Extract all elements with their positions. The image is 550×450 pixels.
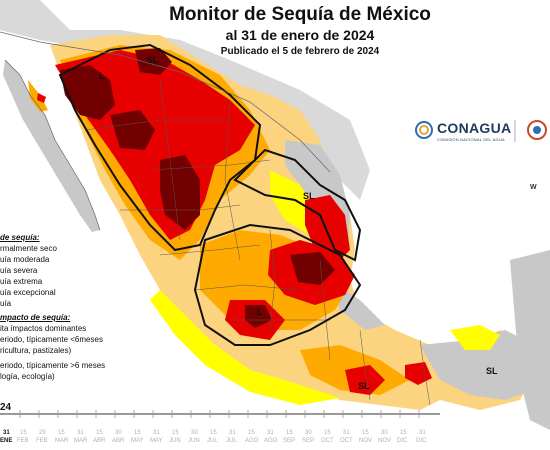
exceptional-central bbox=[290, 252, 335, 285]
timeline-year: 24 bbox=[0, 402, 12, 413]
legend-item: uía severa bbox=[0, 266, 38, 275]
timeline-month-label: NOV bbox=[378, 438, 392, 444]
region-label-1: L bbox=[99, 71, 105, 81]
region-label-4: L bbox=[257, 307, 263, 317]
exceptional-chihuahua bbox=[110, 110, 155, 150]
legend-impact-item: eriodo, típicamente <6meses bbox=[0, 335, 103, 344]
region-label-2: SL bbox=[147, 55, 159, 65]
timeline-day-label: 15 bbox=[248, 430, 255, 436]
legend-impact-item: logía, ecología) bbox=[0, 372, 55, 381]
timeline-month-label: NOV bbox=[359, 438, 373, 444]
timeline-month-label: JUL bbox=[226, 438, 237, 444]
timeline-month-label: MAY bbox=[150, 438, 163, 444]
conagua-logo-text: CONAGUA bbox=[437, 120, 512, 136]
conagua-logo bbox=[415, 120, 547, 142]
timeline-day-label: 15 bbox=[210, 430, 217, 436]
gray-right-land bbox=[510, 250, 550, 430]
legend-item: rmalmente seco bbox=[0, 244, 57, 253]
timeline-month-label: FEB bbox=[36, 438, 48, 444]
timeline-day-label: 30 bbox=[115, 430, 122, 436]
legend-intensity-heading: de sequía: bbox=[0, 233, 40, 242]
timeline-month-label: OCT bbox=[340, 438, 353, 444]
timeline-day-label: 15 bbox=[324, 430, 331, 436]
timeline-day-label: 31 bbox=[153, 430, 160, 436]
yellow-yucatan bbox=[450, 325, 500, 350]
timeline-day-label: 31 bbox=[419, 430, 426, 436]
exceptional-west bbox=[245, 305, 272, 328]
region-label-3: SL bbox=[303, 191, 315, 201]
timeline-month-label: AGO bbox=[245, 438, 259, 444]
region-label-6: SL bbox=[486, 366, 498, 376]
region-label-5: SL bbox=[358, 381, 370, 391]
extreme-southeast bbox=[405, 362, 432, 385]
legend-impact-item: ita impactos dominantes bbox=[0, 324, 87, 333]
timeline-day-label: 15 bbox=[286, 430, 293, 436]
timeline-month-label: ABR bbox=[93, 438, 106, 444]
legend-impact-item: eriodo, típicamente >6 meses bbox=[0, 361, 106, 370]
legend-item: uía moderada bbox=[0, 255, 50, 264]
timeline-month-label: JUN bbox=[169, 438, 181, 444]
timeline-months: FEB 15 FEB 29 MAR 15 MAR 31 ABR 15 ABR 30 MAY 15 MAY 31… bbox=[17, 430, 437, 448]
timeline-day-label: 30 bbox=[381, 430, 388, 436]
map-date: al 31 de enero de 2024 bbox=[225, 27, 375, 43]
timeline-month-label: DIC bbox=[416, 438, 427, 444]
timeline-day-label: 30 bbox=[191, 430, 198, 436]
timeline-day-label: 15 bbox=[58, 430, 65, 436]
timeline-day-label: 30 bbox=[305, 430, 312, 436]
conagua-logo-subtitle: COMISIÓN NACIONAL DEL AGUA bbox=[437, 137, 505, 142]
timeline-month-label: MAR bbox=[55, 438, 69, 444]
impact-boundaries bbox=[58, 43, 362, 346]
timeline-day-label: 31 bbox=[267, 430, 274, 436]
legend-item: uía bbox=[0, 299, 12, 308]
timeline-current-month: ENE bbox=[0, 438, 13, 444]
exceptional-coahuila bbox=[160, 155, 200, 230]
legend-item: uía excepcional bbox=[0, 288, 56, 297]
legend: de sequía: rmalmente seco uía moderada u… bbox=[0, 232, 105, 382]
extreme-south bbox=[345, 365, 385, 395]
timeline-month-label: JUL bbox=[207, 438, 218, 444]
land-north bbox=[0, 0, 370, 200]
timeline-ruler bbox=[0, 410, 440, 418]
timeline-day-label: 31 bbox=[229, 430, 236, 436]
timeline-day-label: 15 bbox=[172, 430, 179, 436]
timeline-day-label: 15 bbox=[400, 430, 407, 436]
timeline-month-label: MAR bbox=[74, 438, 88, 444]
timeline-day-label: 29 bbox=[39, 430, 46, 436]
timeline-day-label: 15 bbox=[362, 430, 369, 436]
timeline-day-label: 31 bbox=[343, 430, 350, 436]
timeline-month-label: MAY bbox=[131, 438, 144, 444]
timeline-month-label: OCT bbox=[321, 438, 334, 444]
exceptional-north-top bbox=[135, 48, 172, 75]
legend-impact-heading: mpacto de sequía: bbox=[0, 313, 71, 322]
timeline-month-label: ABR bbox=[112, 438, 125, 444]
timeline-month-label: SEP bbox=[302, 438, 315, 444]
timeline-day-label: 31 bbox=[77, 430, 84, 436]
timeline-month-label: JUN bbox=[188, 438, 200, 444]
publication-date: Publicado el 5 de febrero de 2024 bbox=[220, 46, 380, 57]
baja-california bbox=[3, 60, 100, 232]
legend-impact-item: ricultura, pastizales) bbox=[0, 346, 72, 355]
legend-item: uía extrema bbox=[0, 277, 43, 286]
timeline-month-label: SEP bbox=[283, 438, 296, 444]
timeline-month-label: AGO bbox=[264, 438, 278, 444]
gray-southeast bbox=[420, 330, 535, 400]
state-boundaries bbox=[84, 79, 431, 406]
timeline-month-label: DIC bbox=[397, 438, 408, 444]
timeline-day-label: 15 bbox=[134, 430, 141, 436]
baja-red-spot bbox=[37, 93, 46, 103]
map-title: Monitor de Sequía de México bbox=[169, 4, 431, 25]
timeline-current-day: 31 bbox=[3, 430, 10, 436]
yellow-pacific bbox=[150, 290, 340, 405]
edge-label: W bbox=[530, 184, 537, 191]
country-border bbox=[0, 31, 331, 231]
timeline-day-label: 15 bbox=[96, 430, 103, 436]
timeline-day-label: 15 bbox=[20, 430, 27, 436]
timeline-month-label: FEB bbox=[17, 438, 29, 444]
